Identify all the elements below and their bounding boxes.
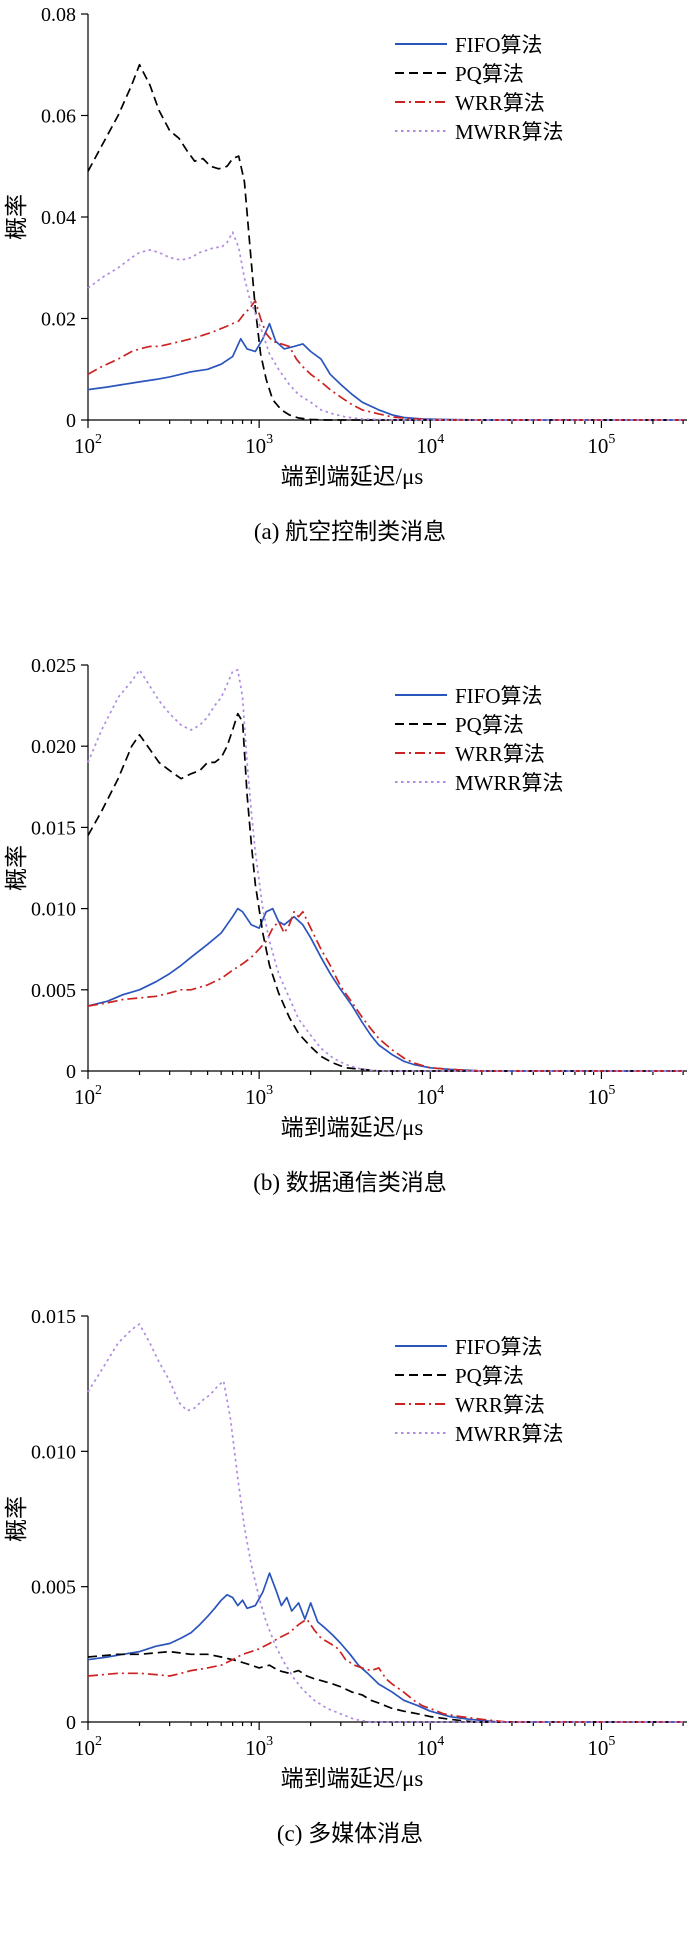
legend: FIFO算法 PQ算法 WRR算法 MWRR算法 (395, 33, 564, 144)
x-tick-label: 102 (74, 1734, 102, 1760)
x-axis-title: 端到端延迟/μs (281, 464, 424, 489)
x-tick-label: 105 (587, 1083, 615, 1109)
chart-a-caption: (a) 航空控制类消息 (253, 519, 447, 544)
legend-entry-pq: PQ算法 (395, 62, 524, 86)
y-tick-label: 0.08 (41, 4, 76, 26)
y-axis-title: 概率 (4, 1496, 29, 1542)
x-tick-label: 105 (587, 1734, 615, 1760)
y-tick-label: 0.020 (31, 736, 76, 758)
legend-entry-pq: PQ算法 (395, 1364, 524, 1388)
y-axis-title: 概率 (4, 845, 29, 891)
y-tick-label: 0 (66, 410, 76, 432)
legend-entry-wrr: WRR算法 (395, 742, 545, 766)
chart-panel-b: 0 0.005 0.010 0.015 0.020 0.025 102 103 104 105 FI… (0, 651, 700, 1302)
x-tick-label: 102 (74, 432, 102, 458)
series-line-fifo (87, 1572, 684, 1723)
y-tick-label: 0.010 (31, 899, 76, 921)
x-tick-label: 103 (245, 432, 273, 458)
series-line-fifo (87, 907, 684, 1072)
legend-label-mwrr: MWRR算法 (455, 771, 564, 795)
chart-c-caption: (c) 多媒体消息 (276, 1821, 424, 1846)
legend-entry-fifo: FIFO算法 (395, 684, 543, 708)
legend-entry-wrr: WRR算法 (395, 1393, 545, 1417)
x-tick-label: 103 (245, 1734, 273, 1760)
axes (81, 13, 687, 428)
x-tick-label: 102 (74, 1083, 102, 1109)
series-line-mwrr (87, 231, 684, 421)
legend-entry-pq: PQ算法 (395, 713, 524, 737)
legend-label-wrr: WRR算法 (455, 742, 545, 766)
series-line-mwrr (87, 1323, 684, 1723)
axes (81, 664, 687, 1079)
y-tick-label: 0 (66, 1712, 76, 1734)
chart-b-canvas: 0 0.005 0.010 0.015 0.020 0.025 102 103 104 105 FI… (4, 655, 687, 1140)
legend-label-pq: PQ算法 (455, 1364, 524, 1388)
x-tick-label: 103 (245, 1083, 273, 1109)
chart-a-canvas: 0 0.02 0.04 0.06 0.08 102 103 104 105 FIFO算法 PQ算法 W… (4, 4, 687, 489)
legend-label-mwrr: MWRR算法 (455, 120, 564, 144)
x-axis-title: 端到端延迟/μs (281, 1766, 424, 1791)
legend-label-pq: PQ算法 (455, 713, 524, 737)
x-tick-label: 104 (416, 1734, 444, 1760)
y-tick-label: 0.015 (31, 1306, 76, 1328)
y-tick-label: 0.025 (31, 655, 76, 677)
y-tick-label: 0.005 (31, 1577, 76, 1599)
legend-label-wrr: WRR算法 (455, 91, 545, 115)
y-tick-label: 0.010 (31, 1441, 76, 1463)
legend-entry-wrr: WRR算法 (395, 91, 545, 115)
y-axis-title: 概率 (4, 194, 29, 240)
series-line-pq (87, 63, 684, 421)
series-line-wrr (87, 299, 684, 421)
x-axis-title: 端到端延迟/μs (281, 1115, 424, 1140)
legend-entry-mwrr: MWRR算法 (395, 120, 564, 144)
y-tick-label: 0.02 (41, 309, 76, 331)
legend-label-mwrr: MWRR算法 (455, 1422, 564, 1446)
legend-label-wrr: WRR算法 (455, 1393, 545, 1417)
series-line-wrr (87, 910, 684, 1072)
x-tick-label: 104 (416, 1083, 444, 1109)
legend-label-fifo: FIFO算法 (455, 1335, 543, 1359)
y-tick-label: 0 (66, 1061, 76, 1083)
series-line-mwrr (87, 669, 684, 1072)
y-tick-label: 0.04 (41, 207, 76, 229)
legend: FIFO算法 PQ算法 WRR算法 MWRR算法 (395, 1335, 564, 1446)
series-line-pq (87, 712, 684, 1072)
legend: FIFO算法 PQ算法 WRR算法 MWRR算法 (395, 684, 564, 795)
legend-entry-mwrr: MWRR算法 (395, 771, 564, 795)
legend-entry-mwrr: MWRR算法 (395, 1422, 564, 1446)
chart-c-canvas: 0 0.005 0.010 0.015 102 103 104 105 FIFO算法 PQ算法 WR… (4, 1306, 687, 1791)
legend-label-fifo: FIFO算法 (455, 33, 543, 57)
legend-label-pq: PQ算法 (455, 62, 524, 86)
series-line-fifo (87, 322, 684, 421)
series-line-wrr (87, 1618, 684, 1723)
chart-b-caption: (b) 数据通信类消息 (253, 1170, 447, 1195)
legend-label-fifo: FIFO算法 (455, 684, 543, 708)
axes (81, 1315, 687, 1730)
x-tick-label: 105 (587, 432, 615, 458)
y-tick-label: 0.06 (41, 106, 76, 128)
chart-panel-c: 0 0.005 0.010 0.015 102 103 104 105 FIFO算法 PQ算法 WR… (0, 1302, 700, 1953)
x-tick-label: 104 (416, 432, 444, 458)
y-tick-label: 0.015 (31, 817, 76, 839)
series-line-pq (87, 1650, 684, 1723)
y-tick-label: 0.005 (31, 980, 76, 1002)
legend-entry-fifo: FIFO算法 (395, 33, 543, 57)
legend-entry-fifo: FIFO算法 (395, 1335, 543, 1359)
chart-panel-a: 0 0.02 0.04 0.06 0.08 102 103 104 105 FIFO算法 PQ算法 W… (0, 0, 700, 651)
